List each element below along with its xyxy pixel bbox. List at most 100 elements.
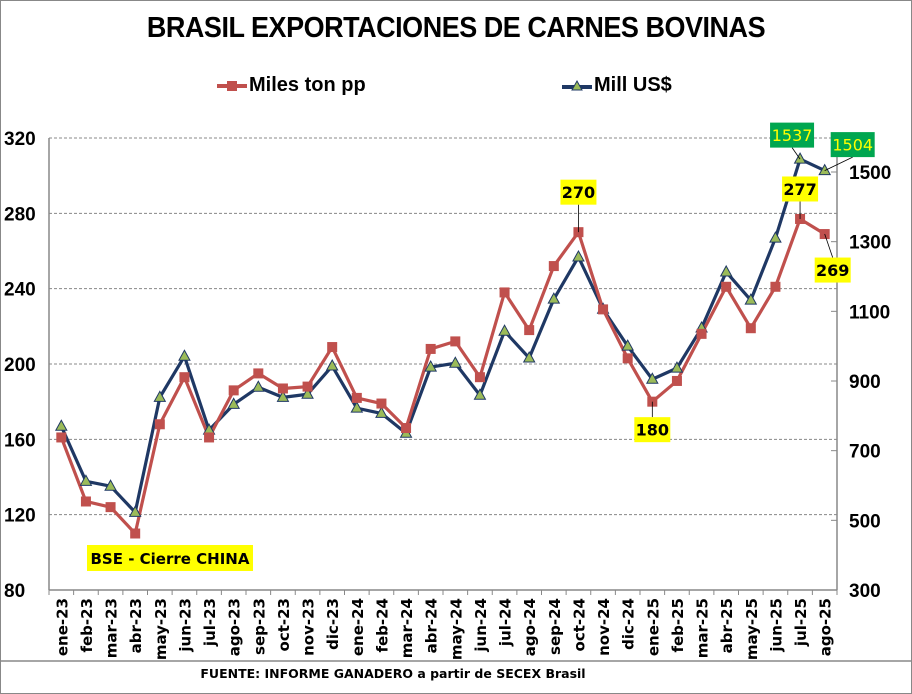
left-tick-label: 320: [4, 129, 36, 150]
x-tick-label: mar-23: [103, 598, 121, 658]
x-tick-label: jun-24: [472, 598, 490, 653]
annotations-layer: 270 180 277 269 1537 1504: [560, 122, 875, 443]
point-mill-usd: [793, 152, 807, 164]
right-tick-label: 1300: [849, 233, 891, 254]
point-mill-usd: [522, 350, 536, 363]
point-miles-ton: [228, 385, 239, 396]
annotation-box: [782, 176, 819, 202]
left-axis-ticks: 80 120 160 200 240 280 320: [4, 129, 36, 602]
x-tick-label: may-23: [152, 598, 170, 660]
point-mill-usd: [547, 292, 561, 304]
point-miles-ton: [745, 323, 756, 334]
x-tick-label: oct-24: [570, 598, 588, 651]
annotation-label: 1537: [772, 126, 813, 145]
point-mill-usd: [153, 390, 167, 402]
point-miles-ton: [376, 398, 387, 409]
point-mill-usd: [227, 397, 241, 409]
x-tick-label: ago-25: [817, 598, 835, 656]
right-tick-label: 900: [849, 372, 881, 393]
point-mill-usd: [424, 360, 438, 372]
point-miles-ton: [474, 372, 485, 383]
point-miles-ton: [671, 375, 682, 386]
point-mill-usd: [645, 372, 659, 384]
point-miles-ton: [179, 372, 190, 383]
x-tick-label: jun-25: [767, 598, 785, 653]
point-mill-usd: [79, 474, 93, 486]
annotation-label: 180: [636, 421, 669, 440]
series-line-miles-ton: [59, 217, 826, 536]
point-mill-usd: [104, 479, 117, 491]
x-tick-label: ago-23: [226, 598, 244, 656]
point-miles-ton: [105, 502, 116, 513]
left-tick-label: 200: [4, 355, 36, 376]
x-tick-label: nov-23: [300, 598, 318, 656]
point-miles-ton: [204, 432, 215, 443]
left-tick-label: 160: [4, 430, 36, 451]
point-mill-usd: [621, 339, 635, 351]
axes: [48, 138, 838, 591]
x-tick-label: abr-23: [127, 598, 145, 653]
legend-label-mill-usd: Mill US$: [594, 74, 672, 96]
note-box: BSE - Cierre CHINA: [87, 545, 253, 571]
point-miles-ton: [450, 336, 461, 347]
point-mill-usd: [473, 388, 487, 400]
legend-label-miles-ton: Miles ton pp: [249, 74, 366, 96]
note-box-text: BSE - Cierre CHINA: [91, 550, 250, 568]
annotation-leader: [824, 156, 853, 171]
x-tick-label: jul-24: [497, 598, 515, 647]
point-miles-ton: [253, 368, 264, 379]
annotation-label: 1504: [832, 136, 873, 155]
point-mill-usd: [251, 380, 265, 392]
point-mill-usd: [276, 390, 290, 402]
point-mill-usd: [350, 401, 364, 413]
point-miles-ton: [425, 343, 436, 354]
point-miles-ton: [277, 383, 288, 394]
x-tick-label: abr-24: [423, 598, 441, 653]
point-miles-ton: [130, 528, 141, 539]
annotation-box: [560, 179, 597, 205]
point-mill-usd: [719, 264, 733, 277]
x-tick-label: dic-24: [620, 598, 638, 650]
left-tick-label: 280: [4, 204, 36, 225]
point-miles-ton: [351, 392, 362, 403]
point-miles-ton: [56, 432, 67, 443]
x-tick-label: dic-23: [324, 598, 342, 650]
x-tick-label: ene-24: [349, 598, 367, 656]
point-mill-usd: [448, 356, 462, 368]
point-miles-ton: [327, 342, 338, 353]
right-tick-label: 500: [849, 511, 881, 532]
x-tick-label: mar-25: [694, 598, 712, 658]
x-tick-label: mar-24: [398, 598, 416, 658]
point-mill-usd: [128, 505, 142, 517]
legend-item-miles-ton: Miles ton pp: [217, 74, 366, 97]
point-mill-usd: [375, 406, 388, 418]
legend-triangle-marker-icon: [562, 79, 592, 90]
point-mill-usd: [572, 249, 585, 262]
legend-square-marker-icon: [217, 80, 247, 91]
point-miles-ton: [622, 353, 633, 364]
series-line-mill-usd: [59, 157, 826, 514]
x-tick-label: jul-25: [792, 598, 810, 647]
x-tick-label: ago-24: [521, 598, 539, 656]
series-layer: [54, 152, 832, 539]
source-note: FUENTE: INFORME GANADERO a partir de SEC…: [0, 666, 912, 681]
point-miles-ton: [721, 281, 732, 292]
x-tick-label: abr-25: [718, 598, 736, 653]
x-tick-label: jun-23: [176, 598, 194, 653]
point-mill-usd: [54, 419, 68, 431]
point-miles-ton: [401, 423, 412, 434]
point-mill-usd: [744, 293, 758, 305]
x-tick-label: sep-24: [546, 598, 564, 655]
right-axis-ticks: 300 500 700 900 1100 1300 1500: [831, 163, 891, 602]
point-miles-ton: [598, 304, 609, 315]
point-miles-ton: [302, 381, 313, 392]
x-tick-label: jul-23: [201, 598, 219, 647]
note-box-bg: [87, 545, 253, 571]
x-tick-label: ene-23: [53, 598, 71, 656]
x-tick-label: feb-25: [669, 598, 687, 653]
x-tick-label: sep-23: [250, 598, 268, 655]
x-tick-label: nov-24: [595, 598, 613, 656]
annotation-box: [634, 417, 671, 443]
left-tick-label: 80: [4, 581, 25, 602]
